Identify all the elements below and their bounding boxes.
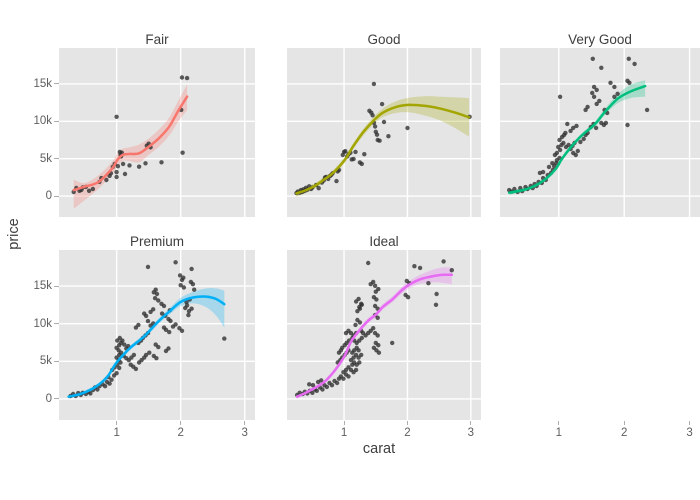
y-tick-label: 10k: [33, 115, 52, 128]
x-tick-label: 2: [620, 427, 628, 439]
facet-plot-premium: [59, 250, 255, 420]
gridlines: [287, 250, 481, 420]
trend-line-premium: [67, 295, 226, 398]
facet-panel-good[interactable]: [287, 48, 481, 217]
x-tick-mark: [180, 420, 182, 425]
y-tick-mark: [54, 323, 59, 325]
x-tick-mark: [470, 420, 472, 425]
x-tick-label: 2: [177, 427, 184, 439]
facet-panel-ideal[interactable]: [287, 250, 481, 420]
facet-plot-good: [287, 48, 481, 217]
scatter-points-ideal: [294, 259, 454, 398]
y-tick-mark: [54, 83, 59, 85]
y-tick-label: 5k: [39, 355, 52, 368]
y-tick-label: 0: [45, 190, 52, 203]
y-tick-label: 0: [45, 392, 52, 405]
x-tick-label: 1: [340, 427, 348, 439]
trend-line-very-good: [507, 84, 647, 194]
y-tick-mark: [54, 398, 59, 400]
x-tick-label: 3: [241, 427, 248, 439]
gridlines: [287, 48, 481, 217]
y-tick-label: 15k: [33, 280, 52, 293]
x-tick-mark: [116, 420, 118, 425]
confidence-band-premium: [68, 288, 225, 399]
y-tick-mark: [54, 285, 59, 287]
trend-line-ideal: [295, 273, 454, 398]
facet-plot-very-good: [500, 48, 700, 217]
trend-line-good: [295, 103, 471, 195]
scatter-points-premium: [68, 260, 227, 399]
gridlines: [500, 48, 700, 217]
x-tick-mark: [406, 420, 408, 425]
x-tick-mark: [343, 420, 345, 425]
x-axis-title: carat: [362, 441, 396, 457]
y-tick-label: 10k: [33, 317, 52, 330]
facet-panel-fair[interactable]: [59, 48, 255, 217]
x-tick-label: 1: [113, 427, 120, 439]
facet-panel-premium[interactable]: [59, 250, 255, 420]
y-tick-label: 15k: [33, 77, 52, 90]
x-tick-label: 3: [467, 427, 475, 439]
x-tick-label: 2: [404, 427, 411, 439]
scatter-points-very-good: [507, 56, 650, 195]
facet-panel-very-good[interactable]: [500, 48, 700, 217]
y-tick-mark: [54, 360, 59, 362]
facet-title-premium: Premium: [129, 234, 184, 249]
trend-line-fair: [72, 95, 189, 192]
facet-title-ideal: Ideal: [369, 234, 399, 249]
y-tick-mark: [54, 120, 59, 122]
facet-title-good: Good: [367, 32, 401, 47]
scatter-points-fair: [71, 75, 190, 195]
y-tick-mark: [54, 158, 59, 160]
facet-plot-ideal: [287, 250, 481, 420]
x-tick-mark: [623, 420, 625, 425]
x-tick-mark: [689, 420, 691, 425]
y-tick-mark: [54, 195, 59, 197]
x-tick-label: 1: [555, 427, 563, 439]
y-axis-title: price: [6, 218, 22, 250]
y-tick-label: 5k: [39, 152, 52, 165]
x-tick-mark: [244, 420, 246, 425]
facet-plot-fair: [59, 48, 255, 217]
facet-title-fair: Fair: [145, 32, 169, 47]
confidence-band-ideal: [297, 267, 452, 399]
x-tick-label: 3: [686, 427, 693, 439]
gridlines: [59, 250, 255, 420]
facet-title-very-good: Very Good: [568, 32, 632, 47]
x-tick-mark: [558, 420, 560, 425]
